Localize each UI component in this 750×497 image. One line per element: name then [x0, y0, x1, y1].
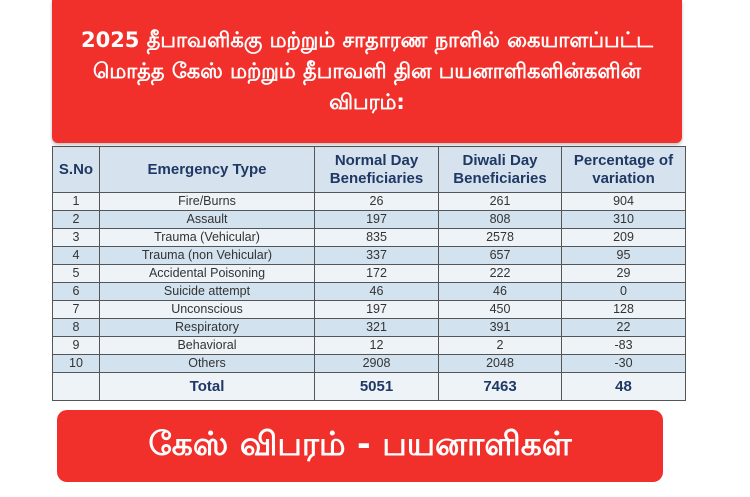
total-cell-emergency-type: Total: [99, 372, 315, 401]
header-percentage: Percentage of variation: [561, 146, 686, 193]
header-normal-day: Normal Day Beneficiaries: [314, 146, 439, 193]
cell-emergency-type: Assault: [99, 210, 315, 229]
cell-normal-day: 337: [314, 246, 439, 265]
table-row: 7 Unconscious 197 450 128: [52, 300, 686, 319]
cell-percentage: -30: [561, 354, 686, 373]
title-text: 2025 தீபாவளிக்கு மற்றும் சாதாரண நாளில் க…: [80, 28, 654, 114]
table-row: 10 Others 2908 2048 -30: [52, 354, 686, 373]
table-header-row: S.No Emergency Type Normal Day Beneficia…: [52, 146, 686, 193]
cell-emergency-type: Trauma (Vehicular): [99, 228, 315, 247]
table-row: 6 Suicide attempt 46 46 0: [52, 282, 686, 301]
cell-diwali-day: 450: [438, 300, 562, 319]
table-row: 2 Assault 197 808 310: [52, 210, 686, 229]
cell-percentage: 0: [561, 282, 686, 301]
cell-sno: 5: [52, 264, 100, 283]
table-row: 9 Behavioral 12 2 -83: [52, 336, 686, 355]
header-emergency-type: Emergency Type: [99, 146, 315, 193]
cell-percentage: 128: [561, 300, 686, 319]
cell-sno: 10: [52, 354, 100, 373]
cell-normal-day: 2908: [314, 354, 439, 373]
cell-normal-day: 46: [314, 282, 439, 301]
total-cell-diwali-day: 7463: [438, 372, 562, 401]
cell-diwali-day: 808: [438, 210, 562, 229]
cell-diwali-day: 2048: [438, 354, 562, 373]
cell-emergency-type: Unconscious: [99, 300, 315, 319]
total-cell-sno: [52, 372, 100, 401]
cell-emergency-type: Respiratory: [99, 318, 315, 337]
cell-sno: 4: [52, 246, 100, 265]
cell-percentage: 29: [561, 264, 686, 283]
cell-percentage: 22: [561, 318, 686, 337]
cell-diwali-day: 2: [438, 336, 562, 355]
total-cell-percentage: 48: [561, 372, 686, 401]
cell-percentage: -83: [561, 336, 686, 355]
cell-percentage: 95: [561, 246, 686, 265]
footer-text: கேஸ் விபரம் - பயனாளிகள்: [148, 424, 572, 463]
cell-diwali-day: 391: [438, 318, 562, 337]
cell-normal-day: 321: [314, 318, 439, 337]
cell-diwali-day: 657: [438, 246, 562, 265]
table-row: 3 Trauma (Vehicular) 835 2578 209: [52, 228, 686, 247]
cell-normal-day: 835: [314, 228, 439, 247]
cell-sno: 7: [52, 300, 100, 319]
title-banner: 2025 தீபாவளிக்கு மற்றும் சாதாரண நாளில் க…: [52, 0, 682, 143]
cell-emergency-type: Behavioral: [99, 336, 315, 355]
table-row: 4 Trauma (non Vehicular) 337 657 95: [52, 246, 686, 265]
cell-emergency-type: Accidental Poisoning: [99, 264, 315, 283]
cell-normal-day: 26: [314, 192, 439, 211]
cell-emergency-type: Fire/Burns: [99, 192, 315, 211]
cell-emergency-type: Suicide attempt: [99, 282, 315, 301]
cell-sno: 9: [52, 336, 100, 355]
cell-sno: 3: [52, 228, 100, 247]
cell-sno: 2: [52, 210, 100, 229]
cell-normal-day: 197: [314, 210, 439, 229]
table-row: 1 Fire/Burns 26 261 904: [52, 192, 686, 211]
header-sno: S.No: [52, 146, 100, 193]
cell-sno: 8: [52, 318, 100, 337]
cell-diwali-day: 261: [438, 192, 562, 211]
cell-emergency-type: Others: [99, 354, 315, 373]
footer-banner: கேஸ் விபரம் - பயனாளிகள்: [57, 410, 663, 482]
cell-normal-day: 12: [314, 336, 439, 355]
header-diwali-day: Diwali Day Beneficiaries: [438, 146, 562, 193]
cell-sno: 1: [52, 192, 100, 211]
cell-percentage: 209: [561, 228, 686, 247]
cell-emergency-type: Trauma (non Vehicular): [99, 246, 315, 265]
cell-percentage: 904: [561, 192, 686, 211]
table-row: 5 Accidental Poisoning 172 222 29: [52, 264, 686, 283]
total-cell-normal-day: 5051: [314, 372, 439, 401]
cell-normal-day: 197: [314, 300, 439, 319]
cell-diwali-day: 46: [438, 282, 562, 301]
cell-diwali-day: 222: [438, 264, 562, 283]
cell-percentage: 310: [561, 210, 686, 229]
cell-normal-day: 172: [314, 264, 439, 283]
emergency-table: S.No Emergency Type Normal Day Beneficia…: [52, 146, 686, 401]
cell-diwali-day: 2578: [438, 228, 562, 247]
total-row: Total 5051 7463 48: [52, 372, 686, 401]
cell-sno: 6: [52, 282, 100, 301]
table-row: 8 Respiratory 321 391 22: [52, 318, 686, 337]
